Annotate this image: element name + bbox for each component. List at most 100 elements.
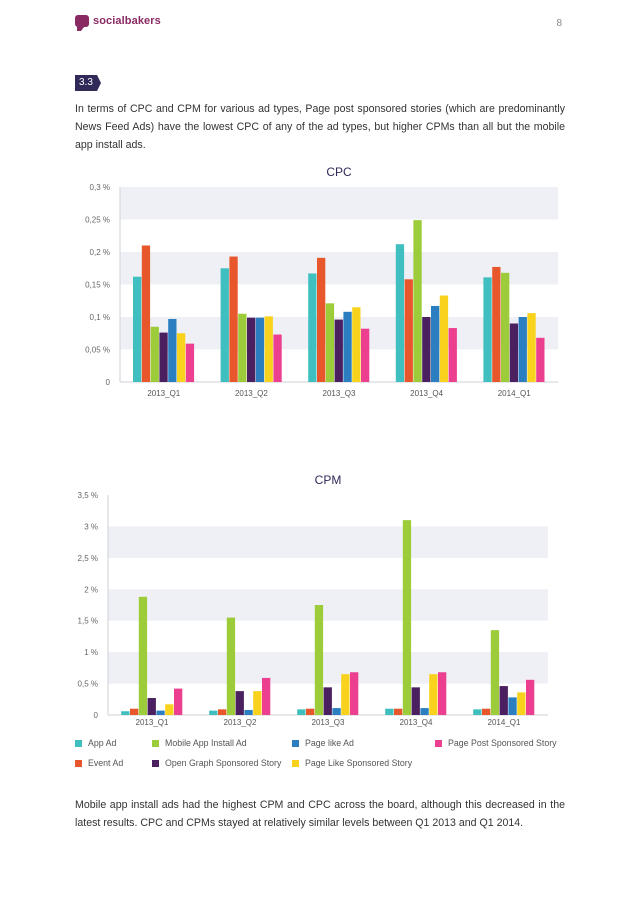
bar [308, 273, 317, 382]
y-tick-label: 0 [106, 378, 111, 387]
bar [402, 520, 412, 715]
bar [156, 710, 165, 715]
bar [229, 256, 238, 382]
chart-title: CPC [326, 165, 352, 179]
legend-label: Page Post Sponsored Story [448, 738, 557, 748]
x-tick-label: 2014_Q1 [498, 389, 531, 398]
bar [297, 709, 306, 715]
bar [262, 677, 271, 715]
bar [138, 596, 148, 715]
legend-item: Mobile App Install Ad [152, 738, 247, 748]
y-tick-label: 0,05 % [85, 346, 110, 355]
bar [343, 311, 352, 382]
bar [350, 672, 359, 715]
bar [238, 313, 247, 382]
legend-label: Mobile App Install Ad [165, 738, 247, 748]
section-number-badge: 3.3 [75, 75, 101, 91]
bar [518, 317, 527, 382]
bar [133, 276, 142, 382]
bar [508, 697, 517, 715]
bar [517, 692, 526, 715]
legend-label: Open Graph Sponsored Story [165, 758, 282, 768]
bar [361, 328, 370, 382]
bar [411, 687, 420, 715]
socialbakers-logo: socialbakers [75, 15, 161, 31]
cpc-chart: CPC 0 0,05 % 0,1 % 0,15 % 0,2 % 0,25 % 0,3 % 201… [85, 165, 558, 398]
y-tick-label: 3 % [84, 522, 98, 531]
bar [420, 708, 429, 715]
page-header: socialbakers 8 [0, 0, 638, 40]
grid-band [108, 526, 548, 558]
chart-legend: App Ad Mobile App Install Ad Page like Ad P… [75, 738, 575, 778]
y-tick-label: 0,3 % [90, 183, 110, 192]
bar [526, 679, 535, 715]
bar [317, 257, 326, 382]
bar [492, 266, 501, 382]
bar [413, 220, 422, 382]
bar [527, 313, 536, 382]
bar [244, 709, 253, 715]
x-tick-label: 2013_Q4 [410, 389, 443, 398]
x-tick-label: 2013_Q2 [235, 389, 268, 398]
legend-item: Page Post Sponsored Story [435, 738, 557, 748]
intro-paragraph: In terms of CPC and CPM for various ad t… [75, 103, 565, 151]
bar [422, 317, 431, 382]
legend-label: Page Like Sponsored Story [305, 758, 413, 768]
chart-title: CPM [315, 473, 342, 487]
y-tick-label: 3,5 % [78, 491, 98, 500]
x-tick-label: 2014_Q1 [488, 718, 521, 727]
bar [159, 332, 168, 382]
bar [439, 295, 449, 382]
x-tick-label: 2013_Q3 [323, 389, 356, 398]
bar [147, 698, 156, 715]
bar [209, 710, 218, 715]
x-tick-label: 2013_Q4 [400, 718, 433, 727]
bar [385, 708, 394, 715]
bar [490, 630, 500, 715]
logo-icon [75, 15, 89, 31]
bar [247, 317, 256, 382]
grid-band [120, 187, 558, 220]
bar [509, 323, 519, 382]
x-tick-label: 2013_Q3 [312, 718, 345, 727]
legend-label: Page like Ad [305, 738, 354, 748]
bar [438, 672, 447, 715]
legend-item: Event Ad [75, 758, 123, 768]
bar [121, 711, 130, 715]
legend-swatch [75, 759, 82, 767]
bar [431, 305, 440, 382]
bar [501, 272, 510, 382]
bar [323, 687, 332, 715]
bar [165, 704, 174, 715]
legend-item: Open Graph Sponsored Story [152, 758, 281, 768]
bar [404, 279, 413, 382]
bar [174, 688, 183, 715]
x-tick-label: 2013_Q1 [136, 718, 169, 727]
legend-label: Event Ad [88, 758, 124, 768]
cpm-chart: CPM 0 0,5 % 1 % 1,5 % 2 % 2,5 % 3 % 3,5 % 2013_Q1… [78, 473, 548, 727]
bar [218, 709, 227, 715]
grid-band [108, 589, 548, 621]
bar [226, 617, 236, 715]
legend-swatch [435, 739, 442, 747]
page-number: 8 [556, 18, 562, 29]
legend-label: App Ad [88, 738, 117, 748]
legend-swatch [75, 739, 82, 747]
y-tick-label: 0,1 % [90, 313, 110, 322]
bar [314, 605, 324, 715]
bar [341, 674, 350, 715]
legend-swatch [152, 739, 159, 747]
bar [306, 708, 315, 715]
bar [448, 328, 457, 382]
bar [395, 244, 405, 382]
grid-band [108, 652, 548, 684]
bar [130, 708, 139, 715]
y-tick-label: 1 % [84, 648, 98, 657]
bar [473, 709, 482, 715]
y-tick-label: 0,25 % [85, 216, 110, 225]
y-tick-label: 2,5 % [78, 554, 98, 563]
logo-text: socialbakers [93, 15, 161, 27]
y-tick-label: 0,15 % [85, 281, 110, 290]
y-tick-label: 0,2 % [90, 248, 110, 257]
legend-swatch [152, 759, 159, 767]
